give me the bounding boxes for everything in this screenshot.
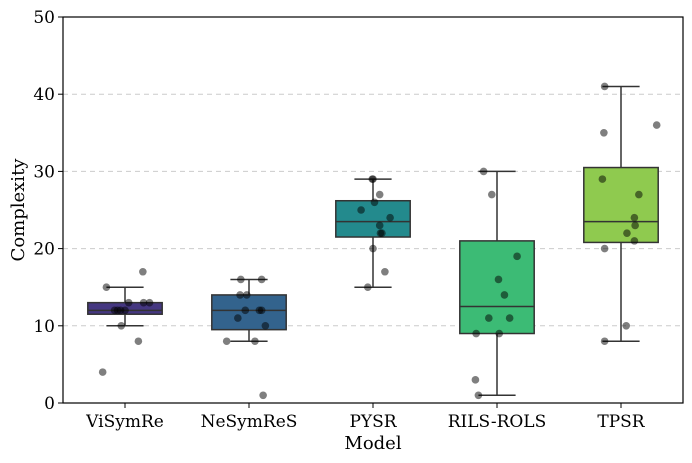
data-point bbox=[485, 314, 493, 322]
data-point bbox=[386, 213, 394, 222]
boxes bbox=[87, 85, 659, 397]
data-point bbox=[145, 298, 154, 307]
y-axis-ticks: 0 10 20 30 40 50 bbox=[33, 8, 63, 414]
data-point bbox=[474, 391, 483, 400]
y-tick-label: 30 bbox=[33, 162, 55, 182]
y-tick-label: 10 bbox=[33, 317, 55, 337]
data-point bbox=[487, 190, 496, 199]
data-point bbox=[600, 82, 609, 91]
data-point bbox=[257, 275, 266, 284]
data-point bbox=[259, 391, 267, 400]
data-point bbox=[630, 213, 639, 222]
data-point bbox=[630, 237, 639, 245]
data-point bbox=[635, 190, 643, 199]
data-point bbox=[598, 175, 607, 183]
data-point bbox=[241, 306, 250, 315]
y-tick-label: 20 bbox=[33, 240, 55, 260]
x-tick-label: PYSR bbox=[349, 412, 397, 432]
data-point bbox=[652, 121, 661, 129]
points-visymre bbox=[98, 267, 154, 376]
data-point bbox=[237, 275, 245, 284]
x-axis-ticks: ViSymRe NeSymReS PYSR RILS-ROLS TPSR bbox=[85, 403, 646, 432]
data-point bbox=[117, 322, 126, 330]
data-point bbox=[370, 198, 379, 207]
points-rils-rols bbox=[471, 167, 521, 400]
box-tpsr bbox=[583, 85, 659, 342]
data-point bbox=[622, 322, 631, 330]
data-point bbox=[121, 306, 129, 315]
data-point bbox=[98, 368, 107, 376]
box-rils-rols bbox=[459, 170, 535, 397]
data-point bbox=[363, 283, 372, 292]
data-points bbox=[98, 82, 661, 400]
data-point bbox=[261, 322, 270, 330]
iqr-box bbox=[335, 199, 411, 238]
x-tick-label: ViSymRe bbox=[85, 412, 164, 432]
x-tick-label: RILS-ROLS bbox=[448, 412, 547, 432]
data-point bbox=[357, 206, 365, 214]
y-tick-label: 40 bbox=[33, 85, 55, 105]
data-point bbox=[236, 291, 244, 299]
data-point bbox=[124, 298, 133, 307]
y-tick-label: 0 bbox=[44, 394, 55, 414]
data-point bbox=[471, 376, 480, 384]
data-point bbox=[369, 244, 377, 253]
data-point bbox=[102, 283, 111, 292]
data-point bbox=[513, 252, 521, 261]
data-point bbox=[505, 314, 514, 322]
data-point bbox=[257, 306, 266, 315]
points-pysr bbox=[357, 175, 394, 292]
data-point bbox=[251, 337, 259, 346]
y-axis-title: Complexity bbox=[8, 158, 29, 262]
data-point bbox=[375, 190, 384, 199]
points-nesymres bbox=[222, 275, 270, 400]
data-point bbox=[479, 167, 488, 176]
x-axis-title: Model bbox=[344, 433, 401, 454]
iqr-box bbox=[583, 166, 659, 244]
box-visymre bbox=[87, 286, 163, 327]
data-point bbox=[500, 291, 509, 299]
x-tick-label: NeSymReS bbox=[201, 412, 298, 432]
data-point bbox=[494, 275, 503, 284]
data-point bbox=[623, 229, 631, 237]
data-point bbox=[600, 244, 609, 253]
data-point bbox=[472, 329, 480, 338]
data-point bbox=[139, 267, 147, 276]
points-tpsr bbox=[598, 82, 661, 346]
data-point bbox=[134, 337, 143, 346]
data-point bbox=[139, 298, 148, 307]
data-point bbox=[222, 337, 231, 346]
x-tick-label: TPSR bbox=[597, 412, 645, 432]
data-point bbox=[234, 314, 242, 322]
iqr-box bbox=[211, 294, 287, 331]
data-point bbox=[495, 329, 504, 338]
gridlines bbox=[63, 93, 683, 327]
data-point bbox=[600, 129, 608, 137]
data-point bbox=[600, 337, 609, 346]
data-point bbox=[242, 291, 251, 299]
data-point bbox=[631, 221, 639, 230]
data-point bbox=[381, 267, 389, 276]
data-point bbox=[378, 229, 386, 237]
box-pysr bbox=[335, 178, 411, 288]
data-point bbox=[375, 221, 384, 230]
data-point bbox=[369, 175, 377, 183]
y-tick-label: 50 bbox=[33, 8, 55, 28]
iqr-box bbox=[459, 240, 535, 335]
